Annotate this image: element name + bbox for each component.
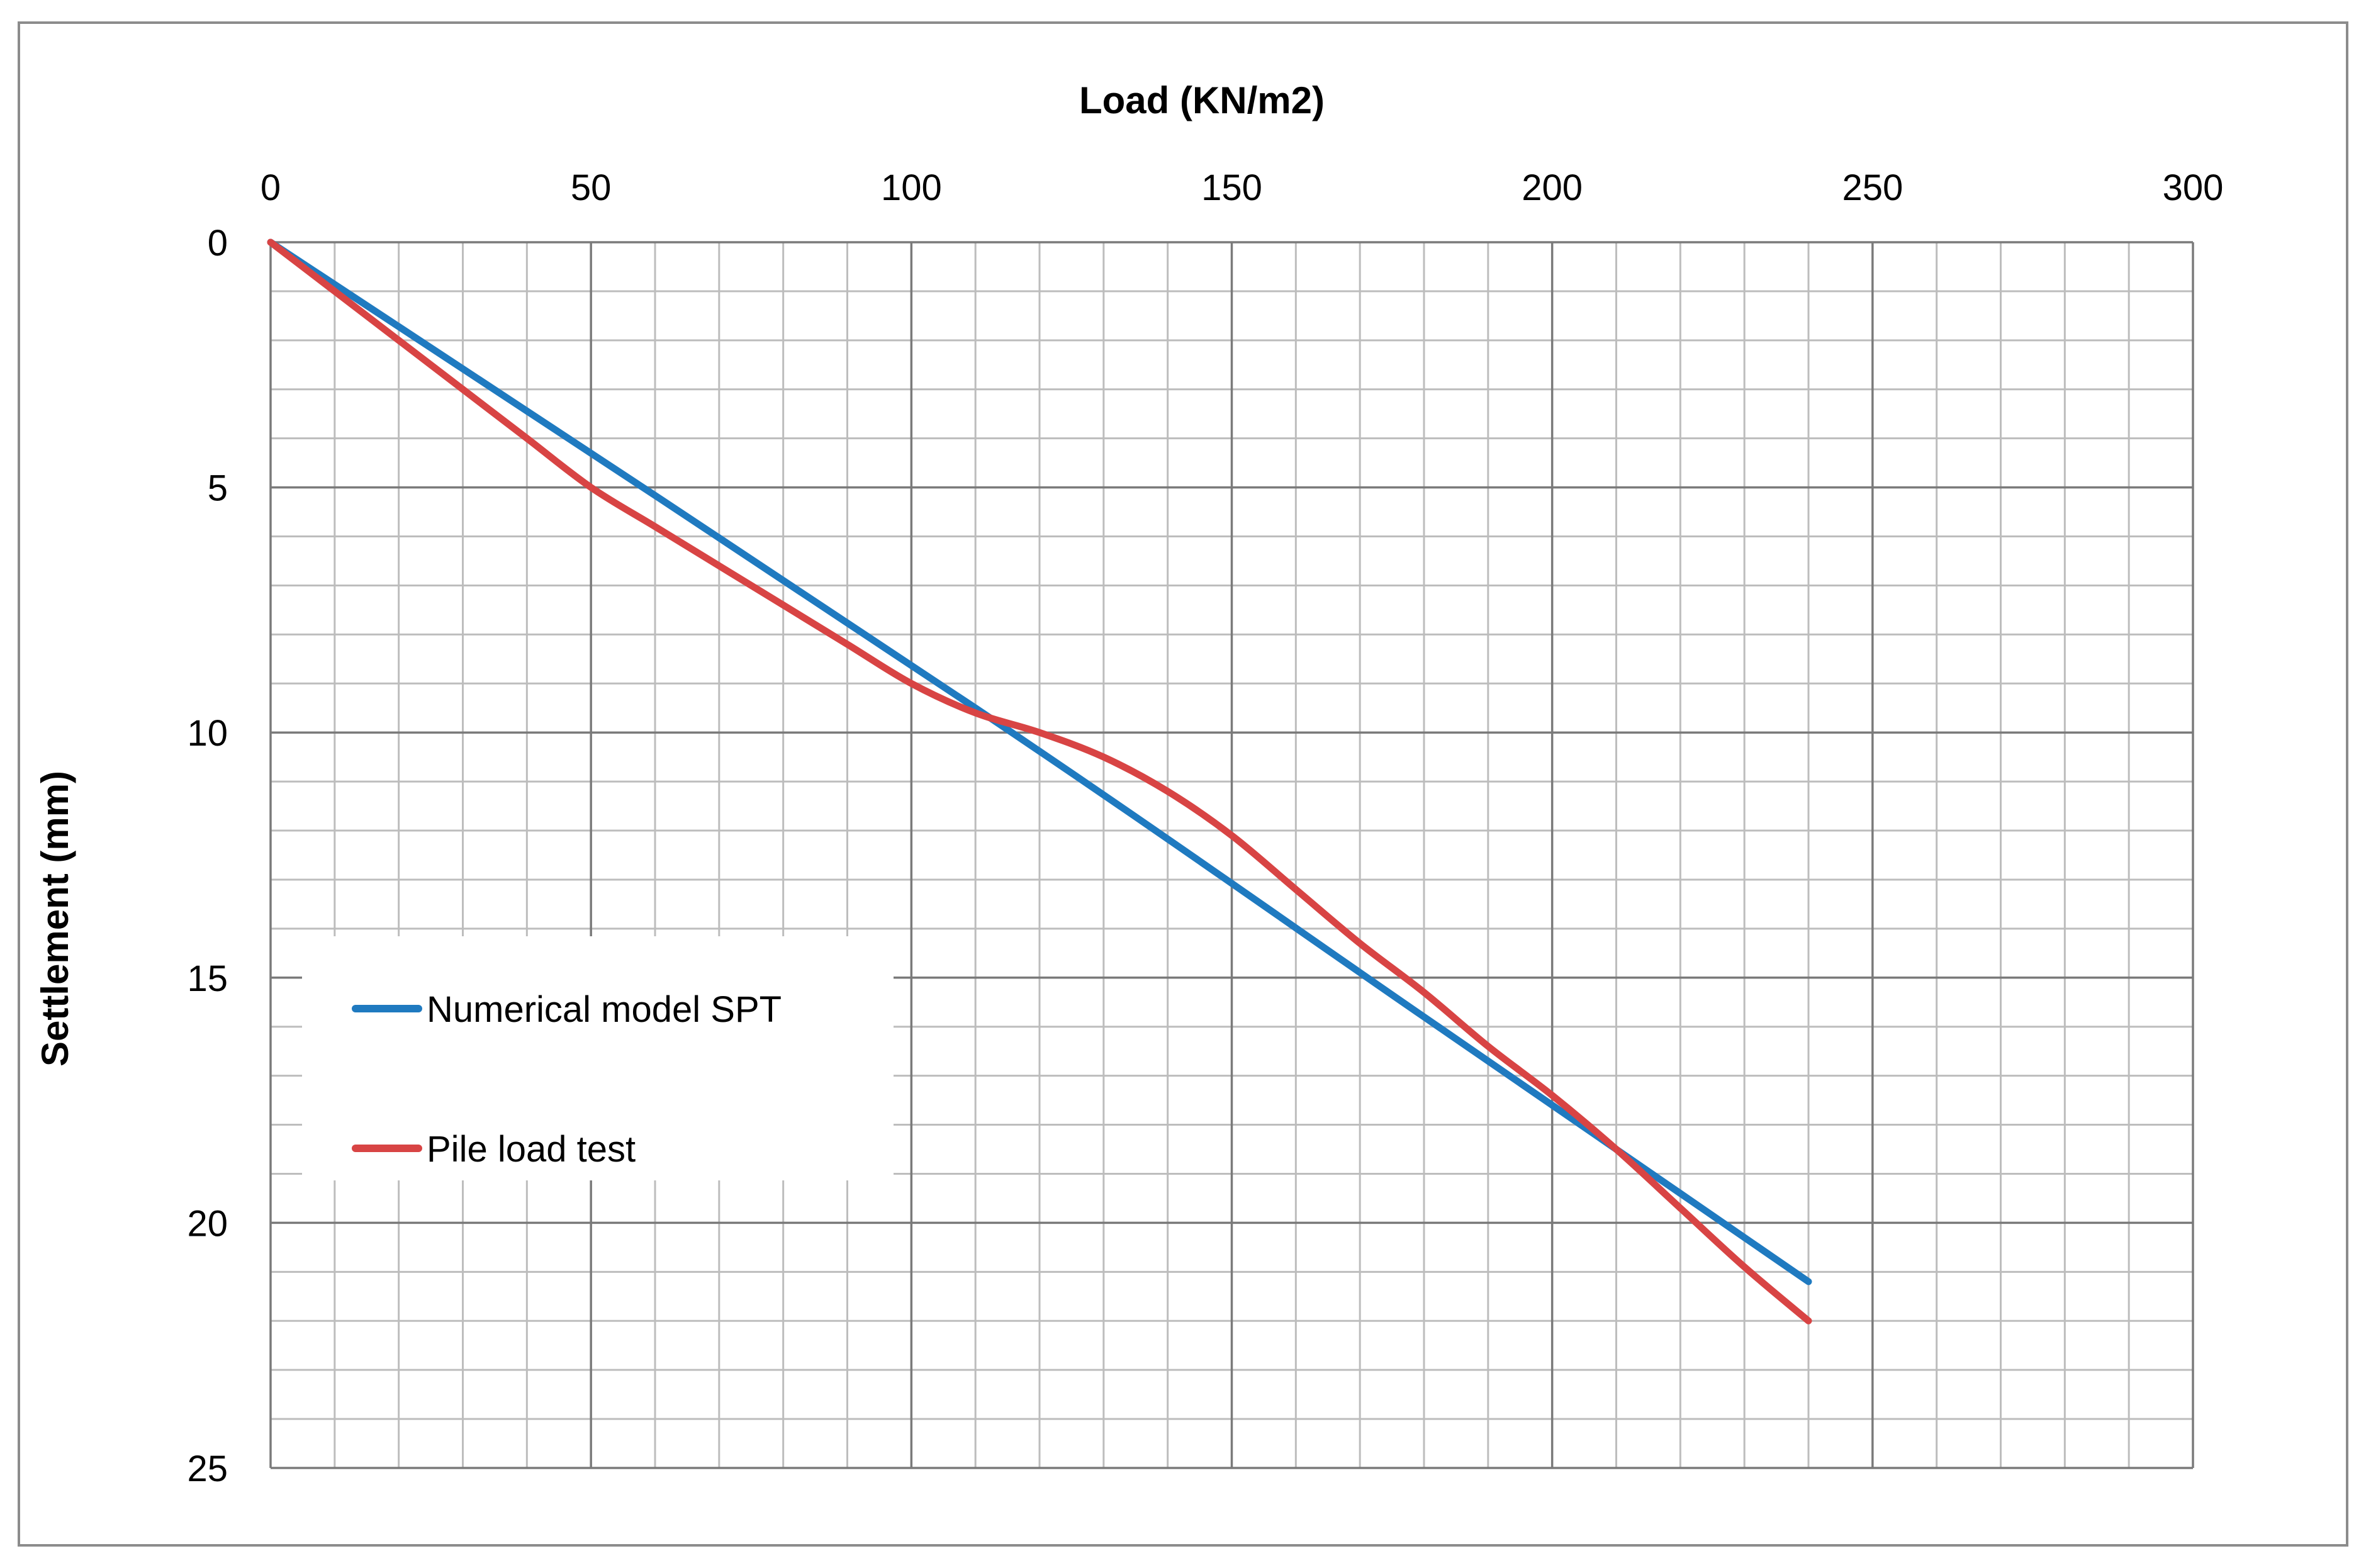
y-tick-labels: 0 5 10 15 20 25 bbox=[187, 223, 228, 1489]
y-tick-label: 5 bbox=[208, 468, 228, 509]
x-tick-label: 200 bbox=[1522, 167, 1583, 208]
series-line-pile-load-test bbox=[267, 238, 1812, 1324]
y-tick-label: 0 bbox=[208, 223, 228, 264]
y-tick-label: 20 bbox=[187, 1203, 228, 1244]
legend-label-pile-load-test: Pile load test bbox=[427, 1129, 636, 1170]
y-tick-label: 10 bbox=[187, 713, 228, 754]
x-tick-label: 300 bbox=[2163, 167, 2224, 208]
y-tick-label: 15 bbox=[187, 958, 228, 999]
chart-border bbox=[18, 21, 2348, 1547]
y-tick-label: 25 bbox=[187, 1448, 228, 1489]
x-axis-title: Load (KN/m2) bbox=[1079, 79, 1325, 121]
series-layer bbox=[267, 238, 1812, 1324]
y-axis-title: Settlement (mm) bbox=[34, 771, 76, 1067]
x-tick-label: 0 bbox=[261, 167, 281, 208]
x-tick-label: 50 bbox=[571, 167, 612, 208]
legend-box bbox=[302, 936, 894, 1180]
x-tick-label: 250 bbox=[1842, 167, 1903, 208]
legend-label-numerical-model-spt: Numerical model SPT bbox=[427, 989, 782, 1030]
x-tick-labels: 0 50 100 150 200 250 300 bbox=[261, 167, 2224, 208]
x-tick-label: 150 bbox=[1201, 167, 1262, 208]
legend: Numerical model SPT Pile load test bbox=[302, 936, 894, 1180]
x-tick-label: 100 bbox=[881, 167, 942, 208]
